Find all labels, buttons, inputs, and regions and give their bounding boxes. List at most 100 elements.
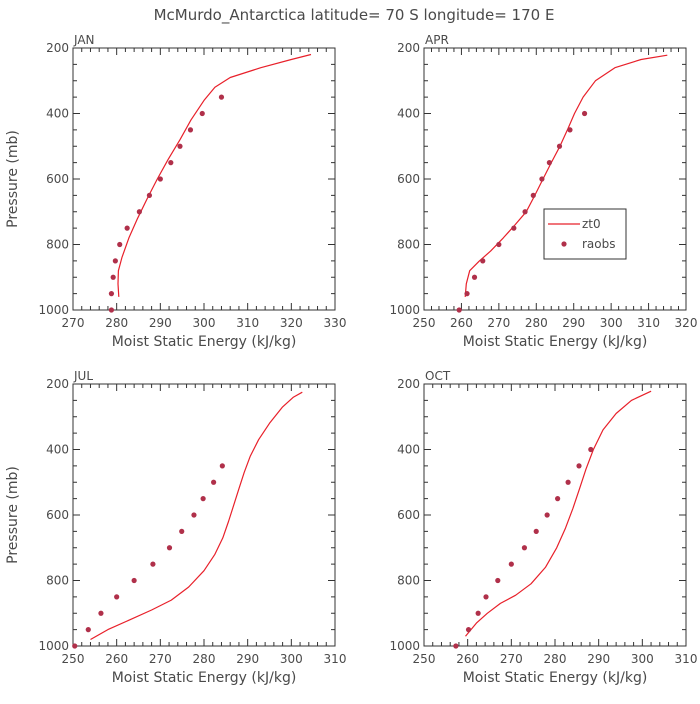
data-point-raobs (456, 307, 462, 313)
y-tick-label: 200 (46, 41, 69, 55)
data-point-raobs (480, 258, 486, 264)
data-point-raobs (146, 192, 153, 198)
data-point-raobs (72, 643, 78, 649)
data-point-raobs (166, 545, 173, 551)
panel-label: APR (425, 33, 449, 47)
data-point-raobs (496, 241, 502, 248)
y-tick-label: 400 (397, 107, 420, 121)
data-point-raobs (555, 496, 561, 502)
panel-label: OCT (425, 369, 451, 383)
y-tick-label: 800 (397, 574, 420, 588)
data-point-raobs (108, 307, 115, 313)
data-point-raobs (187, 127, 194, 133)
data-point-raobs (475, 610, 481, 616)
data-point-raobs (85, 627, 91, 633)
data-point-raobs (565, 479, 571, 485)
y-tick-label: 200 (397, 41, 420, 55)
data-point-raobs (110, 274, 116, 280)
data-point-raobs (177, 143, 183, 149)
x-axis-label: Moist Static Energy (kJ/kg) (112, 670, 297, 686)
data-point-raobs (511, 225, 517, 231)
data-point-raobs (530, 192, 536, 198)
y-tick-label: 1000 (38, 303, 69, 317)
x-axis-label: Moist Static Energy (kJ/kg) (463, 670, 648, 686)
legend-point-swatch (561, 241, 567, 247)
data-point-raobs (508, 561, 514, 567)
x-tick-label: 280 (105, 316, 128, 330)
y-tick-label: 1000 (389, 303, 420, 317)
y-axis-label: Pressure (mb) (5, 466, 21, 564)
x-tick-label: 260 (450, 316, 473, 330)
y-tick-label: 400 (397, 443, 420, 457)
data-point-raobs (218, 94, 225, 100)
data-point-raobs (546, 160, 552, 166)
data-point-raobs (157, 176, 163, 182)
x-tick-label: 280 (525, 316, 548, 330)
x-tick-label: 250 (413, 316, 436, 330)
y-tick-label: 200 (397, 377, 420, 391)
y-tick-label: 1000 (389, 639, 420, 653)
data-point-raobs (453, 643, 459, 649)
y-tick-label: 400 (46, 107, 69, 121)
x-tick-label: 250 (62, 652, 85, 666)
y-tick-label: 600 (46, 508, 69, 522)
chart-panel-apr: APR 250 260 270 280 290 300 310 320 200 400 600 800 1… (389, 33, 697, 350)
data-point-raobs (495, 577, 501, 584)
x-tick-label: 310 (675, 652, 698, 666)
x-tick-label: 320 (675, 316, 698, 330)
chart-panel-oct: OCT 250 260 270 280 290 300 310 200 400 600 800 1000… (389, 369, 697, 686)
data-point-raobs (124, 225, 130, 231)
plot-frame (72, 47, 336, 311)
x-tick-label: 290 (562, 316, 585, 330)
y-tick-label: 400 (46, 443, 69, 457)
data-point-raobs (544, 512, 550, 518)
x-tick-label: 300 (193, 316, 216, 330)
x-tick-label: 280 (193, 652, 216, 666)
data-point-raobs (211, 479, 217, 485)
x-tick-label: 270 (500, 652, 523, 666)
series-line-zt0 (465, 390, 652, 637)
data-point-raobs (581, 110, 588, 117)
legend-entry-label: zt0 (582, 217, 601, 231)
y-tick-label: 600 (46, 172, 69, 186)
data-point-raobs (108, 291, 115, 297)
data-point-raobs (533, 528, 539, 534)
y-tick-label: 800 (46, 574, 69, 588)
data-point-raobs (200, 496, 206, 502)
x-tick-label: 290 (149, 316, 172, 330)
x-tick-label: 260 (105, 652, 128, 666)
data-point-raobs (114, 594, 120, 600)
x-tick-label: 250 (413, 652, 436, 666)
panel-label: JAN (73, 33, 95, 47)
series-line-zt0 (90, 391, 303, 641)
x-tick-label: 310 (324, 652, 347, 666)
series-line-zt0 (464, 54, 668, 297)
x-tick-label: 310 (637, 316, 660, 330)
x-axis-label: Moist Static Energy (kJ/kg) (463, 334, 648, 350)
data-point-raobs (522, 209, 528, 215)
data-point-raobs (567, 127, 573, 133)
y-tick-label: 800 (46, 238, 69, 252)
panel-label: JUL (73, 369, 93, 383)
x-tick-label: 270 (487, 316, 510, 330)
data-point-raobs (539, 176, 545, 182)
plot-frame (423, 47, 687, 311)
chart-panel-jan: JAN 270 280 290 300 310 320 330 200 400 600 800 1000… (5, 33, 346, 350)
data-point-raobs (219, 463, 225, 469)
x-tick-label: 300 (631, 652, 654, 666)
data-point-raobs (150, 561, 156, 567)
data-point-raobs (168, 160, 174, 166)
legend-box (543, 208, 627, 260)
data-point-raobs (588, 446, 594, 453)
y-tick-label: 200 (46, 377, 69, 391)
x-tick-label: 300 (600, 316, 623, 330)
x-tick-label: 270 (149, 652, 172, 666)
figure-title: McMurdo_Antarctica latitude= 70 S longit… (154, 6, 555, 25)
x-tick-label: 330 (324, 316, 347, 330)
x-tick-label: 290 (236, 652, 259, 666)
data-point-raobs (576, 463, 582, 469)
data-point-raobs (112, 258, 118, 264)
plot-frame (423, 383, 687, 647)
x-tick-label: 280 (544, 652, 567, 666)
